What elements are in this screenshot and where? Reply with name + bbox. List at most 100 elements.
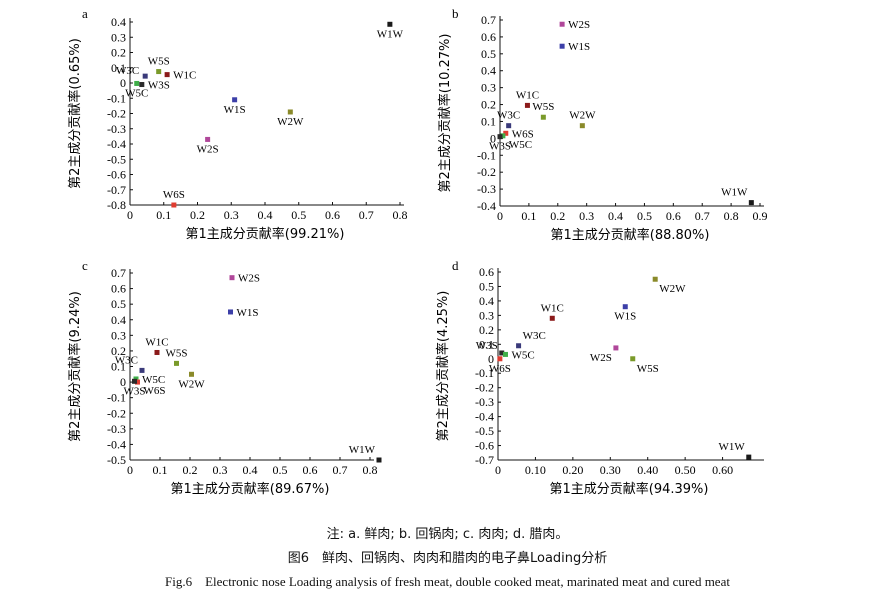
point-label-w5s: W5S: [637, 363, 659, 375]
point-w3c: [142, 73, 148, 79]
point-w1w: [746, 454, 752, 460]
point-w6s: [171, 202, 177, 208]
y-tick-label: 0.4: [479, 294, 494, 308]
y-tick-label: -0.8: [107, 198, 126, 212]
point-label-w1c: W1C: [541, 302, 564, 314]
point-w3s: [499, 350, 505, 356]
point-w5s: [630, 356, 636, 362]
x-tick-label: 0.7: [333, 463, 348, 477]
y-axis-title: 第2主成分贡献率(9.24%): [67, 291, 83, 442]
point-w1w: [376, 457, 382, 463]
y-tick-label: -0.4: [477, 199, 496, 213]
caption-note: 注: a. 鲜肉; b. 回锅肉; c. 肉肉; d. 腊肉。: [326, 527, 569, 542]
panel-c: c0 0.1 0.2 0.3 0.4 0.5 0.6 0.7 0.80.70.60.50.40.…: [67, 258, 382, 497]
point-label-w5c: W5C: [511, 349, 534, 361]
y-tick-label: -0.3: [475, 395, 494, 409]
panel-d: d0 0.10 0.20 0.30 0.40 0.50 0.600.60.50.40.30.…: [435, 258, 764, 497]
point-label-w2s: W2S: [590, 352, 612, 364]
y-tick-label: 0.2: [479, 323, 494, 337]
point-label-w1w: W1W: [349, 444, 376, 456]
x-tick-label: 0.6: [303, 463, 318, 477]
point-w1s: [228, 309, 233, 315]
x-tick-label: 0.3: [213, 463, 228, 477]
y-tick-label: -0.6: [475, 439, 494, 453]
point-w1c: [164, 72, 170, 78]
point-label-w3c: W3C: [497, 110, 520, 122]
y-tick-label: -0.1: [107, 391, 126, 405]
y-tick-label: 0.4: [111, 15, 126, 29]
y-tick-label: 0.7: [111, 266, 126, 280]
point-w3s: [139, 82, 145, 88]
y-tick-label: -0.1: [107, 91, 126, 105]
y-tick-label: 0.2: [111, 46, 126, 60]
x-tick-label: 0.1: [156, 208, 171, 222]
y-tick-label: 0.7: [481, 13, 496, 27]
point-w3s: [132, 378, 137, 384]
y-tick-label: 0.1: [111, 61, 126, 75]
point-w1c: [524, 102, 530, 108]
point-label-w6s: W6S: [512, 128, 534, 140]
point-label-w6s: W6S: [163, 189, 185, 201]
y-tick-label: -0.7: [107, 183, 126, 197]
point-label-w2s: W2S: [238, 273, 260, 285]
point-w3s: [497, 134, 503, 140]
x-tick-label: 0.9: [753, 209, 768, 223]
point-w3c: [139, 367, 145, 373]
y-tick-label: 0: [490, 131, 496, 145]
x-tick-label: 0: [127, 208, 133, 222]
point-w1s: [559, 43, 565, 49]
point-label-w1c: W1C: [516, 89, 539, 101]
point-label-w1w: W1W: [377, 28, 404, 40]
x-tick-label: 0.4: [608, 209, 623, 223]
x-tick-label: 0.50: [675, 463, 696, 477]
panel-label: a: [82, 6, 88, 21]
point-w3c: [516, 343, 522, 349]
point-label-w2s: W2S: [568, 19, 590, 31]
x-tick-label: 0.7: [359, 208, 374, 222]
x-tick-label: 0.6: [666, 209, 681, 223]
point-w2w: [287, 109, 293, 115]
y-tick-label: -0.5: [107, 152, 126, 166]
x-tick-label: 0.5: [291, 208, 306, 222]
y-axis-title: 第2主成分贡献率(0.65%): [67, 38, 83, 189]
point-w2s: [205, 136, 211, 142]
caption-title: 图6 鲜肉、回锅肉、肉肉和腊肉的电子鼻Loading分析: [287, 551, 608, 566]
y-tick-label: 0: [120, 76, 126, 90]
x-tick-label: 0.5: [273, 463, 288, 477]
point-label-w5c: W5C: [509, 139, 532, 151]
y-tick-label: 0.3: [111, 30, 126, 44]
x-tick-label: 0.6: [325, 208, 340, 222]
point-w1s: [232, 97, 238, 103]
point-w1s: [622, 304, 628, 310]
point-w1w: [748, 200, 754, 206]
x-tick-label: 0.2: [550, 209, 565, 223]
point-w5s: [174, 360, 179, 366]
point-label-w3s: W3S: [124, 385, 146, 397]
y-tick-label: 0.5: [479, 279, 494, 293]
y-axis-title: 第2主成分贡献率(4.25%): [435, 291, 451, 442]
y-axis-title: 第2主成分贡献率(10.27%): [437, 34, 453, 193]
point-label-w3s: W3S: [476, 340, 498, 352]
point-label-w5c: W5C: [142, 374, 165, 386]
y-tick-label: 0.2: [111, 344, 126, 358]
panel-label: c: [82, 258, 88, 273]
y-tick-label: -0.4: [107, 437, 126, 451]
point-label-w2w: W2W: [659, 283, 686, 295]
y-tick-label: 0.6: [479, 265, 494, 279]
point-w5c: [502, 351, 508, 357]
point-label-w2s: W2S: [197, 143, 219, 155]
y-tick-label: 0.4: [481, 64, 496, 78]
y-tick-label: -0.3: [477, 182, 496, 196]
x-axis-title: 第1主成分贡献率(94.39%): [550, 481, 709, 497]
point-w2s: [613, 345, 619, 351]
x-tick-label: 0.3: [224, 208, 239, 222]
point-w1w: [387, 21, 393, 27]
x-tick-label: 0.2: [190, 208, 205, 222]
y-tick-label: -0.4: [107, 137, 126, 151]
x-tick-label: 0.8: [363, 463, 378, 477]
y-tick-label: -0.2: [477, 165, 496, 179]
point-label-w3c: W3C: [523, 330, 546, 342]
x-tick-label: 0.1: [153, 463, 168, 477]
y-tick-label: 0.6: [111, 282, 126, 296]
point-label-w5s: W5S: [166, 347, 188, 359]
